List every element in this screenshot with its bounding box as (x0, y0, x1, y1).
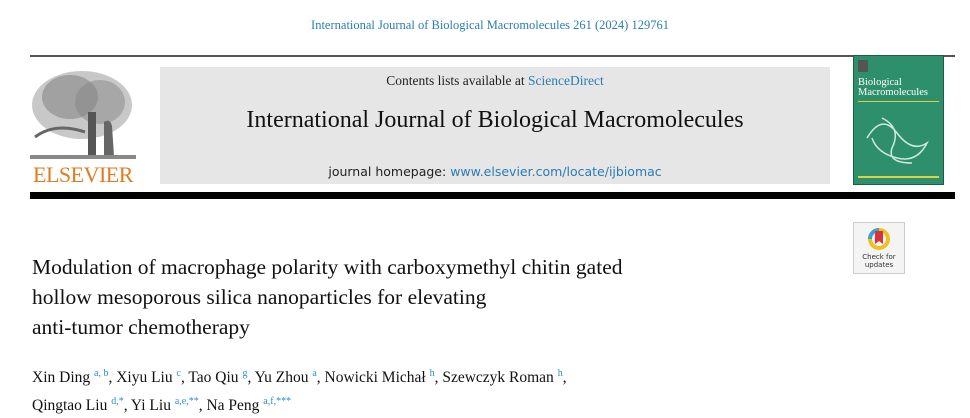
author[interactable]: Xin Ding a, b (32, 368, 109, 386)
cover-stripe (858, 101, 939, 102)
header-divider (30, 55, 955, 57)
author[interactable]: Tao Qiu g (188, 368, 248, 386)
elsevier-tree-logo (30, 67, 136, 185)
cover-stripe-bottom (858, 176, 939, 178)
author[interactable]: Qingtao Liu d,* (32, 396, 124, 414)
sciencedirect-link[interactable]: ScienceDirect (528, 73, 604, 88)
article-title: Modulation of macrophage polarity with c… (32, 252, 832, 342)
homepage-label: journal homepage: (328, 164, 451, 179)
badge-label-1: Check for (862, 253, 896, 261)
author[interactable]: Xiyu Liu c (116, 368, 181, 386)
contents-line: Contents lists available at ScienceDirec… (160, 73, 830, 89)
bookmark-icon (868, 228, 890, 250)
homepage-link[interactable]: www.elsevier.com/locate/ijbiomac (450, 164, 662, 179)
contents-text: Contents lists available at (386, 73, 528, 88)
elsevier-wordmark: ELSEVIER (33, 162, 133, 187)
author[interactable]: Szewczyk Roman h (442, 368, 563, 386)
author[interactable]: Yi Liu a,e,** (130, 396, 199, 414)
author-list: Xin Ding a, b, Xiyu Liu c, Tao Qiu g, Yu… (32, 368, 567, 414)
author[interactable]: Yu Zhou a (254, 368, 317, 386)
journal-banner: Contents lists available at ScienceDirec… (160, 67, 830, 184)
homepage-line: journal homepage: www.elsevier.com/locat… (160, 164, 830, 179)
title-line: hollow mesoporous silica nanoparticles f… (32, 285, 487, 309)
journal-citation[interactable]: International Journal of Biological Macr… (311, 18, 669, 32)
journal-title: International Journal of Biological Macr… (246, 107, 744, 133)
check-for-updates-badge[interactable]: Check for updates (853, 222, 905, 274)
protein-structure-image (866, 117, 929, 164)
journal-cover[interactable]: Biological Macromolecules (853, 55, 944, 185)
title-line: anti-tumor chemotherapy (32, 315, 250, 339)
author[interactable]: Na Peng a,f,*** (206, 396, 292, 414)
header-bar (30, 192, 955, 199)
badge-label-2: updates (864, 261, 894, 269)
author[interactable]: Nowicki Michał h (324, 368, 435, 386)
cover-title: Biological Macromolecules (858, 77, 928, 98)
cover-publisher-mark (858, 60, 868, 72)
title-line: Modulation of macrophage polarity with c… (32, 255, 623, 279)
